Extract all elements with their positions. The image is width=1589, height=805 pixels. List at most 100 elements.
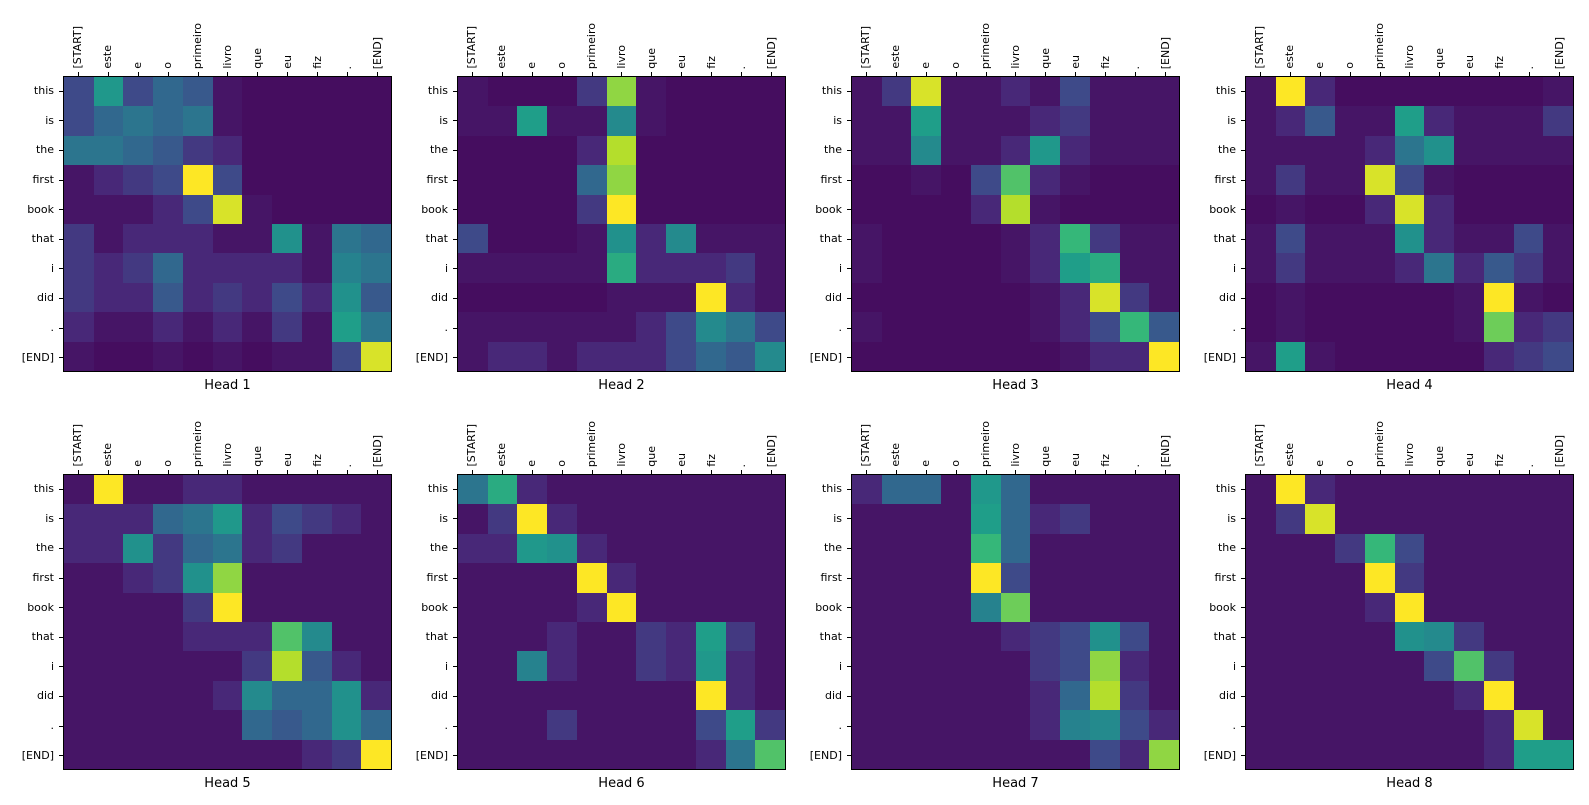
heatmap-cell bbox=[64, 253, 94, 283]
heatmap-cell bbox=[576, 223, 607, 254]
heatmap-cell bbox=[272, 621, 302, 652]
y-tick-label: is bbox=[8, 106, 63, 136]
corner-spacer bbox=[402, 6, 457, 76]
y-tick-label: is bbox=[796, 106, 851, 136]
heatmap-cell bbox=[1275, 77, 1306, 107]
heatmap-cell bbox=[1394, 621, 1425, 652]
heatmap-cell bbox=[1454, 106, 1484, 136]
x-tick-label: livro bbox=[213, 404, 243, 474]
heatmap-cell bbox=[361, 680, 391, 711]
heatmap-cell bbox=[941, 739, 971, 769]
heatmap-cell bbox=[487, 739, 518, 769]
heatmap-cell bbox=[606, 282, 637, 313]
x-tick-label: . bbox=[1120, 6, 1150, 76]
heatmap-cell bbox=[852, 504, 882, 534]
y-tick-label: first bbox=[8, 563, 63, 593]
attention-heatmap bbox=[851, 474, 1180, 770]
heatmap-cell bbox=[242, 710, 273, 740]
heatmap-cell bbox=[331, 165, 362, 195]
heatmap-cell bbox=[1394, 680, 1425, 711]
heatmap-cell bbox=[755, 533, 785, 564]
heatmap-cell bbox=[725, 106, 756, 136]
heatmap-cell bbox=[666, 223, 696, 254]
heatmap-cell bbox=[1394, 563, 1425, 593]
heatmap-cell bbox=[666, 563, 696, 593]
heatmap-cell bbox=[547, 680, 577, 711]
x-tick-label: [END] bbox=[1544, 404, 1574, 474]
heatmap-cell bbox=[1364, 563, 1395, 593]
heatmap-cell bbox=[1000, 253, 1031, 283]
heatmap-cell bbox=[547, 312, 577, 342]
heatmap-cell bbox=[852, 621, 882, 652]
heatmap-cell bbox=[331, 312, 362, 342]
heatmap-cell bbox=[1060, 223, 1090, 254]
heatmap-cell bbox=[458, 475, 488, 505]
heatmap-cell bbox=[881, 475, 912, 505]
y-tick-label: this bbox=[402, 76, 457, 106]
x-tick-label: livro bbox=[607, 404, 637, 474]
x-tick-label: [END] bbox=[1150, 404, 1180, 474]
heatmap-cell bbox=[941, 135, 971, 166]
heatmap-cell bbox=[941, 106, 971, 136]
heatmap-cell bbox=[272, 77, 302, 107]
heatmap-cell bbox=[212, 312, 243, 342]
heatmap-cell bbox=[458, 504, 488, 534]
heatmap-cell bbox=[852, 223, 882, 254]
x-tick-label: eu bbox=[272, 404, 302, 474]
x-tick-label: o bbox=[153, 6, 183, 76]
heatmap-cell bbox=[242, 592, 273, 622]
heatmap-cell bbox=[970, 77, 1001, 107]
x-tick-label: o bbox=[153, 404, 183, 474]
heatmap-cell bbox=[576, 710, 607, 740]
heatmap-cell bbox=[1394, 223, 1425, 254]
heatmap-cell bbox=[666, 504, 696, 534]
heatmap-cell bbox=[1149, 341, 1179, 371]
heatmap-cell bbox=[1543, 533, 1573, 564]
y-tick-label: did bbox=[8, 681, 63, 711]
heatmap-cell bbox=[182, 165, 213, 195]
heatmap-cell bbox=[755, 651, 785, 681]
heatmap-cell bbox=[1513, 739, 1544, 769]
heatmap-cell bbox=[182, 710, 213, 740]
heatmap-cell bbox=[1275, 194, 1306, 224]
heatmap-cell bbox=[1275, 504, 1306, 534]
heatmap-cell bbox=[517, 223, 548, 254]
heatmap-cell bbox=[331, 475, 362, 505]
heatmap-cell bbox=[123, 651, 154, 681]
heatmap-cell bbox=[1454, 592, 1484, 622]
heatmap-cell bbox=[242, 533, 273, 564]
heatmap-cell bbox=[1454, 651, 1484, 681]
x-tick-label: eu bbox=[1454, 404, 1484, 474]
heatmap-cell bbox=[666, 475, 696, 505]
heatmap-cell bbox=[576, 341, 607, 371]
heatmap-cell bbox=[1000, 651, 1031, 681]
heatmap-cell bbox=[911, 563, 942, 593]
heatmap-cell bbox=[881, 106, 912, 136]
y-tick-label: i bbox=[1190, 652, 1245, 682]
heatmap-cell bbox=[911, 739, 942, 769]
heatmap-cell bbox=[301, 165, 332, 195]
heatmap-cell bbox=[361, 282, 391, 313]
heatmap-cell bbox=[755, 77, 785, 107]
heatmap-cell bbox=[1000, 592, 1031, 622]
heatmap-cell bbox=[1060, 282, 1090, 313]
heatmap-cell bbox=[881, 312, 912, 342]
heatmap-cell bbox=[1119, 710, 1150, 740]
heatmap-cell bbox=[361, 223, 391, 254]
heatmap-cell bbox=[1305, 563, 1336, 593]
heatmap-cell bbox=[487, 223, 518, 254]
heatmap-cell bbox=[695, 194, 726, 224]
heatmap-cell bbox=[695, 592, 726, 622]
heatmap-cell bbox=[1543, 739, 1573, 769]
heatmap-cell bbox=[182, 533, 213, 564]
heatmap-cell bbox=[1149, 312, 1179, 342]
heatmap-cell bbox=[695, 253, 726, 283]
heatmap-cell bbox=[1000, 739, 1031, 769]
heatmap-cell bbox=[941, 504, 971, 534]
heatmap-cell bbox=[1305, 282, 1336, 313]
heatmap-cell bbox=[970, 312, 1001, 342]
heatmap-cell bbox=[123, 165, 154, 195]
heatmap-cell bbox=[1454, 533, 1484, 564]
heatmap-cell bbox=[547, 710, 577, 740]
heatmap-cell bbox=[212, 194, 243, 224]
